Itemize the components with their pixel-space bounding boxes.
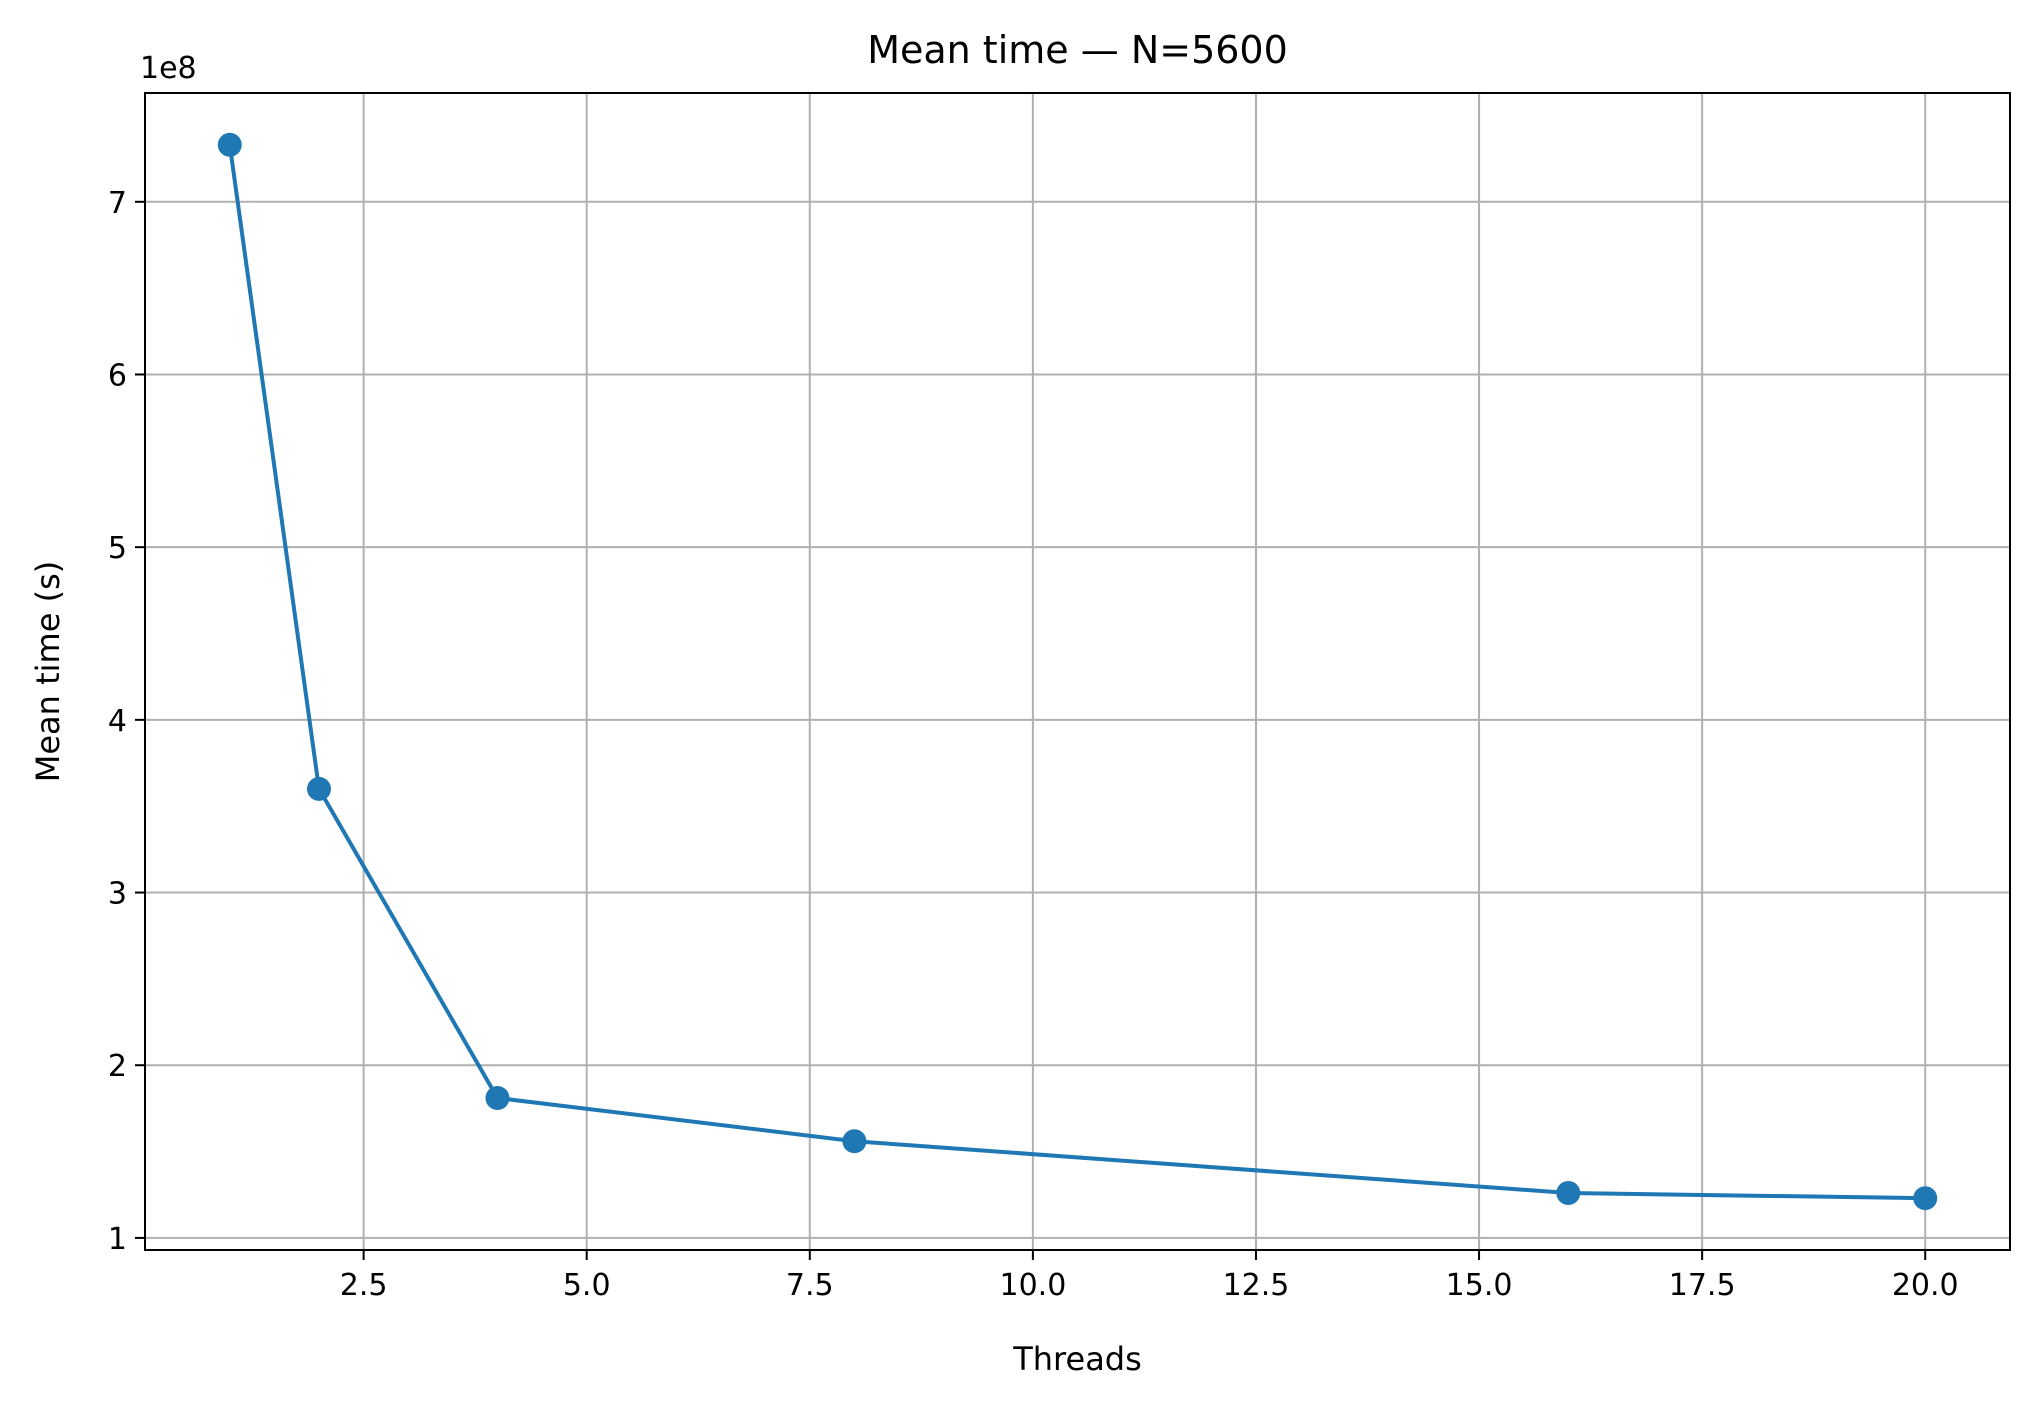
x-tick-label: 20.0 (1892, 1268, 1959, 1303)
plot-frame (144, 92, 2011, 1251)
y-axis: 1 2 3 4 5 6 7 (108, 186, 145, 1257)
data-point (842, 1129, 867, 1154)
data-point (1913, 1186, 1938, 1211)
y-tick-label: 1 (108, 1222, 127, 1257)
y-tick-label: 5 (108, 531, 127, 566)
x-axis-label: Threads (1012, 1340, 1142, 1378)
x-tick-label: 10.0 (999, 1268, 1066, 1303)
grid-lines (145, 93, 2010, 1250)
x-tick-label: 2.5 (340, 1268, 388, 1303)
x-axis: 2.5 5.0 7.5 10.0 12.5 15.0 17.5 20.0 (340, 1250, 1959, 1303)
x-tick-label: 5.0 (563, 1268, 611, 1303)
y-tick-label: 4 (108, 704, 127, 739)
x-tick-label: 15.0 (1446, 1268, 1513, 1303)
y-axis-label: Mean time (s) (29, 561, 67, 782)
data-point (485, 1086, 510, 1111)
chart-title: Mean time — N=5600 (867, 28, 1288, 72)
y-tick-label: 7 (108, 186, 127, 221)
data-point (217, 132, 242, 157)
x-tick-label: 17.5 (1669, 1268, 1736, 1303)
data-point (307, 776, 332, 801)
data-point (1556, 1181, 1581, 1206)
y-axis-offset-label: 1e8 (140, 51, 197, 86)
x-tick-label: 12.5 (1223, 1268, 1290, 1303)
y-tick-label: 2 (108, 1049, 127, 1084)
series-line (227, 144, 1926, 1201)
y-tick-label: 6 (108, 358, 127, 393)
x-tick-label: 7.5 (786, 1268, 834, 1303)
y-tick-label: 3 (108, 877, 127, 912)
series-layer (217, 132, 1938, 1211)
